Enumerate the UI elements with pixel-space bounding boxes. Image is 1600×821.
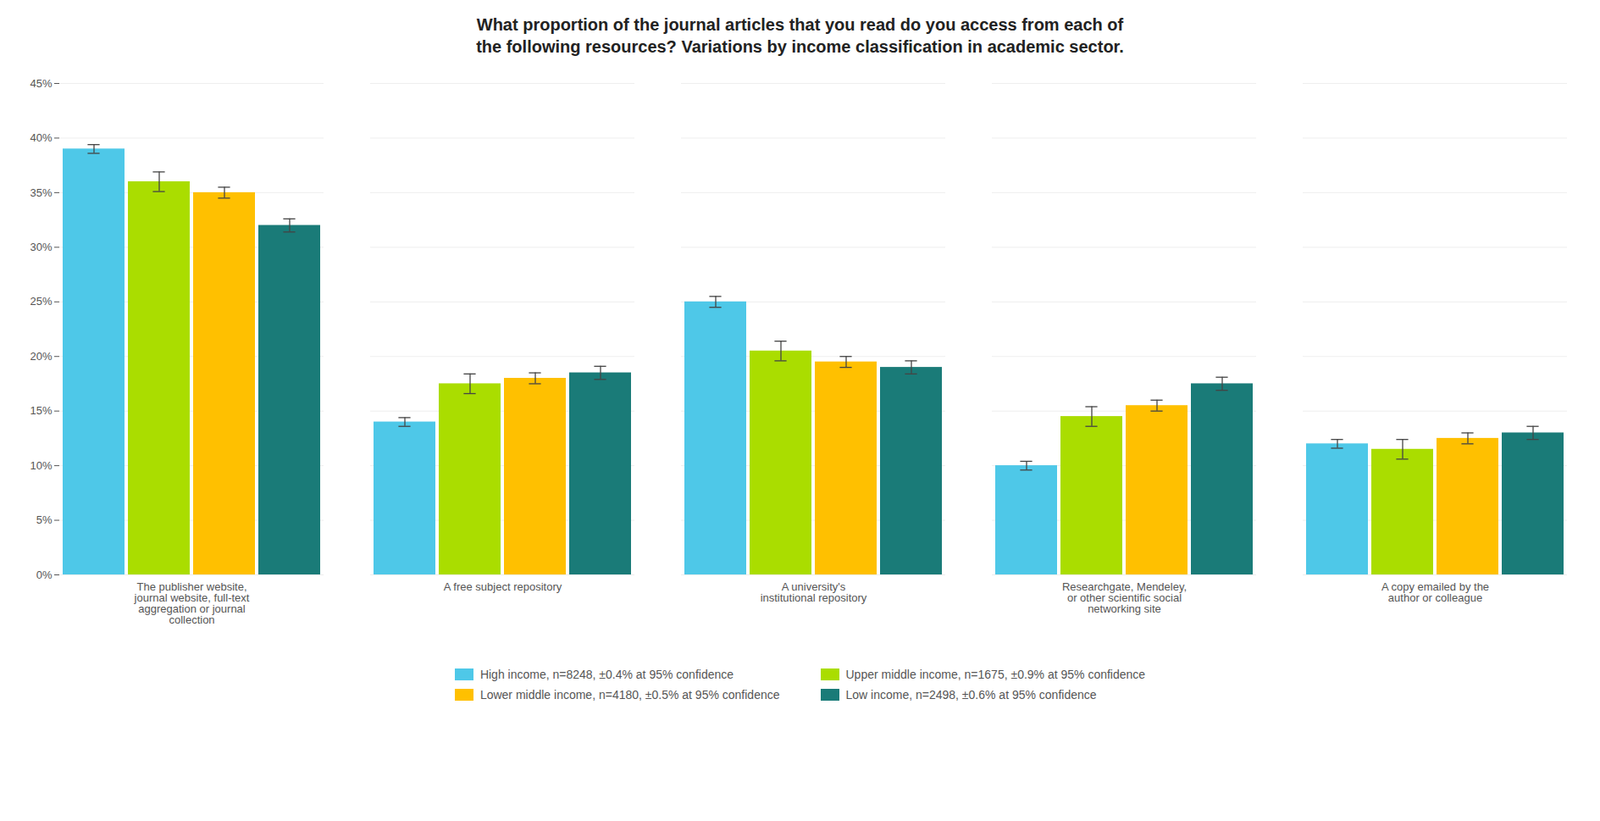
svg-text:The publisher website,journal: The publisher website,journal website, f… [133, 580, 250, 626]
svg-text:40%: 40% [29, 131, 52, 144]
svg-text:A copy emailed by theauthor or: A copy emailed by theauthor or colleague [1381, 580, 1490, 604]
html-text:High income, n=8248, ±0.4% at: High income, n=8248, ±0.4% at 95% confid… [480, 667, 734, 681]
svg-text:45%: 45% [29, 77, 52, 90]
svg-text:A university'sinstitutional re: A university'sinstitutional repository [760, 580, 868, 604]
html-text:Lower middle income, n=4180, ±: Lower middle income, n=4180, ±0.5% at 95… [480, 687, 780, 702]
svg-text:5%: 5% [36, 513, 53, 526]
svg-text:Researchgate, Mendeley,or othe: Researchgate, Mendeley,or other scientif… [1062, 580, 1187, 615]
svg-text:10%: 10% [29, 459, 52, 472]
svg-text:0%: 0% [36, 568, 53, 582]
html-text:Upper middle income, n=1675, ±: Upper middle income, n=1675, ±0.9% at 95… [845, 667, 1146, 681]
svg-text:15%: 15% [29, 404, 52, 417]
svg-text:35%: 35% [29, 186, 52, 200]
html-text:Low income, n=2498, ±0.6% at 9: Low income, n=2498, ±0.6% at 95% confide… [845, 687, 1097, 702]
svg-text:30%: 30% [29, 240, 52, 254]
svg-text:25%: 25% [29, 294, 52, 308]
svg-text:20%: 20% [29, 349, 52, 363]
svg-text:A free subject repository: A free subject repository [443, 580, 563, 593]
html-text:What proportion of the journal: What proportion of the journal articles … [476, 15, 1124, 56]
